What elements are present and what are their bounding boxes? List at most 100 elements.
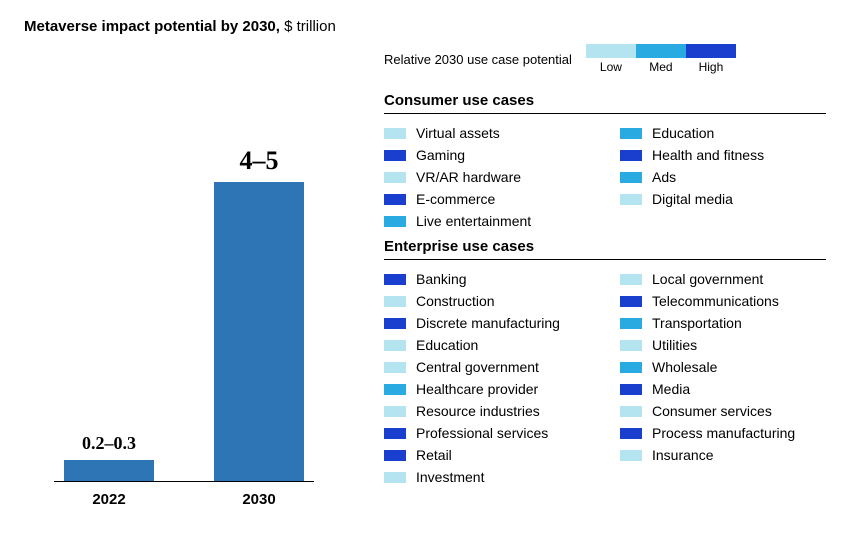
level-swatch: [384, 472, 406, 483]
item-label: Telecommunications: [652, 293, 779, 309]
list-item: Retail: [384, 444, 590, 466]
item-label: Utilities: [652, 337, 697, 353]
level-swatch: [620, 274, 642, 285]
section-column: Education Health and fitness Ads Digital me…: [620, 122, 826, 232]
level-swatch: [620, 428, 642, 439]
level-swatch: [384, 362, 406, 373]
level-swatch: [384, 318, 406, 329]
legend-swatch: [636, 44, 686, 58]
item-label: Professional services: [416, 425, 548, 441]
item-label: Healthcare provider: [416, 381, 538, 397]
level-swatch: [620, 194, 642, 205]
bar-value-label: 4–5: [240, 146, 279, 176]
title-unit: $ trillion: [280, 18, 336, 35]
list-item: Education: [620, 122, 826, 144]
list-item: Virtual assets: [384, 122, 590, 144]
list-item: Banking: [384, 268, 590, 290]
level-swatch: [384, 450, 406, 461]
item-label: Ads: [652, 169, 676, 185]
list-item: Ads: [620, 166, 826, 188]
list-item: Utilities: [620, 334, 826, 356]
list-item: E-commerce: [384, 188, 590, 210]
item-label: Digital media: [652, 191, 733, 207]
list-item: VR/AR hardware: [384, 166, 590, 188]
list-item: Digital media: [620, 188, 826, 210]
level-swatch: [384, 216, 406, 227]
bar-chart: 0.2–0.34–5 20222030: [24, 44, 344, 508]
item-label: VR/AR hardware: [416, 169, 521, 185]
list-item: Live entertainment: [384, 210, 590, 232]
item-label: Insurance: [652, 447, 713, 463]
list-item: Resource industries: [384, 400, 590, 422]
legend: Relative 2030 use case potential LowMedH…: [384, 44, 826, 74]
level-swatch: [620, 450, 642, 461]
section-title: Consumer use cases: [384, 92, 826, 109]
level-swatch: [384, 406, 406, 417]
item-label: Local government: [652, 271, 763, 287]
chart-title: Metaverse impact potential by 2030, $ tr…: [24, 18, 826, 36]
item-label: Transportation: [652, 315, 742, 331]
item-label: Wholesale: [652, 359, 717, 375]
item-label: Live entertainment: [416, 213, 531, 229]
level-swatch: [620, 128, 642, 139]
list-item: Wholesale: [620, 356, 826, 378]
list-item: Education: [384, 334, 590, 356]
level-swatch: [384, 150, 406, 161]
item-label: Education: [416, 337, 478, 353]
level-swatch: [620, 362, 642, 373]
bar-group: 0.2–0.3: [64, 433, 154, 482]
list-item: Insurance: [620, 444, 826, 466]
section-columns: Banking Construction Discrete manufacturin…: [384, 268, 826, 488]
list-item: Process manufacturing: [620, 422, 826, 444]
level-swatch: [384, 128, 406, 139]
section-divider: [384, 113, 826, 114]
item-label: E-commerce: [416, 191, 495, 207]
item-label: Resource industries: [416, 403, 540, 419]
item-label: Virtual assets: [416, 125, 500, 141]
list-item: Consumer services: [620, 400, 826, 422]
bar-group: 4–5: [214, 146, 304, 482]
level-swatch: [384, 172, 406, 183]
item-label: Gaming: [416, 147, 465, 163]
section-title: Enterprise use cases: [384, 238, 826, 255]
bar: [214, 182, 304, 482]
legend-level-label: Low: [586, 60, 636, 74]
item-label: Discrete manufacturing: [416, 315, 560, 331]
item-label: Construction: [416, 293, 495, 309]
item-label: Consumer services: [652, 403, 772, 419]
legend-level-label: High: [686, 60, 736, 74]
section-column: Banking Construction Discrete manufacturin…: [384, 268, 590, 488]
legend-swatch: [586, 44, 636, 58]
level-swatch: [384, 428, 406, 439]
section-divider: [384, 259, 826, 260]
item-label: Banking: [416, 271, 467, 287]
list-item: Telecommunications: [620, 290, 826, 312]
chart-baseline: [54, 481, 314, 482]
bar: [64, 460, 154, 482]
level-swatch: [620, 150, 642, 161]
level-swatch: [620, 318, 642, 329]
level-swatch: [384, 274, 406, 285]
item-label: Education: [652, 125, 714, 141]
level-swatch: [620, 384, 642, 395]
list-item: Media: [620, 378, 826, 400]
item-label: Process manufacturing: [652, 425, 795, 441]
list-item: Local government: [620, 268, 826, 290]
legend-swatch: [686, 44, 736, 58]
list-item: Gaming: [384, 144, 590, 166]
level-swatch: [620, 406, 642, 417]
list-item: Healthcare provider: [384, 378, 590, 400]
bar-x-label: 2030: [214, 491, 304, 508]
level-swatch: [620, 172, 642, 183]
item-label: Health and fitness: [652, 147, 764, 163]
level-swatch: [384, 384, 406, 395]
level-swatch: [384, 296, 406, 307]
legend-title: Relative 2030 use case potential: [384, 52, 572, 67]
level-swatch: [384, 194, 406, 205]
level-swatch: [620, 340, 642, 351]
item-label: Retail: [416, 447, 452, 463]
item-label: Media: [652, 381, 690, 397]
list-item: Health and fitness: [620, 144, 826, 166]
section-column: Local government Telecommunications Transp…: [620, 268, 826, 488]
list-item: Central government: [384, 356, 590, 378]
